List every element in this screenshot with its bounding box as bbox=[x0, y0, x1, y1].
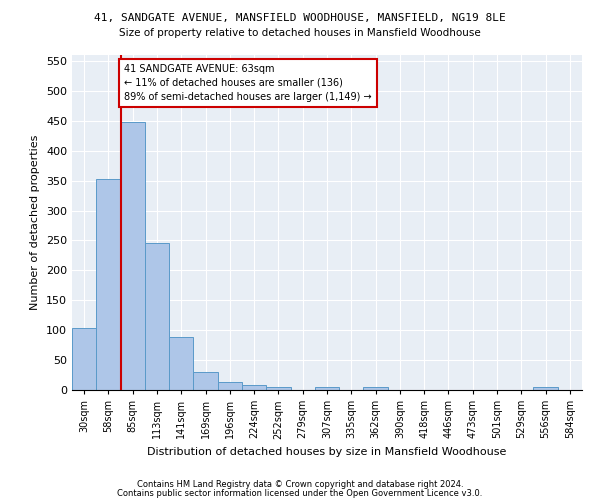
Bar bbox=[145, 243, 169, 390]
Bar bbox=[533, 387, 558, 390]
Bar bbox=[96, 179, 121, 390]
Bar bbox=[242, 384, 266, 390]
Bar bbox=[121, 122, 145, 390]
Bar bbox=[72, 328, 96, 390]
Bar bbox=[364, 387, 388, 390]
Text: Size of property relative to detached houses in Mansfield Woodhouse: Size of property relative to detached ho… bbox=[119, 28, 481, 38]
Bar bbox=[266, 387, 290, 390]
Text: Contains public sector information licensed under the Open Government Licence v3: Contains public sector information licen… bbox=[118, 488, 482, 498]
Bar bbox=[169, 338, 193, 390]
Bar bbox=[193, 372, 218, 390]
Text: 41 SANDGATE AVENUE: 63sqm
← 11% of detached houses are smaller (136)
89% of semi: 41 SANDGATE AVENUE: 63sqm ← 11% of detac… bbox=[124, 64, 372, 102]
Bar bbox=[315, 387, 339, 390]
X-axis label: Distribution of detached houses by size in Mansfield Woodhouse: Distribution of detached houses by size … bbox=[148, 447, 506, 457]
Text: Contains HM Land Registry data © Crown copyright and database right 2024.: Contains HM Land Registry data © Crown c… bbox=[137, 480, 463, 489]
Bar bbox=[218, 382, 242, 390]
Text: 41, SANDGATE AVENUE, MANSFIELD WOODHOUSE, MANSFIELD, NG19 8LE: 41, SANDGATE AVENUE, MANSFIELD WOODHOUSE… bbox=[94, 12, 506, 22]
Y-axis label: Number of detached properties: Number of detached properties bbox=[31, 135, 40, 310]
